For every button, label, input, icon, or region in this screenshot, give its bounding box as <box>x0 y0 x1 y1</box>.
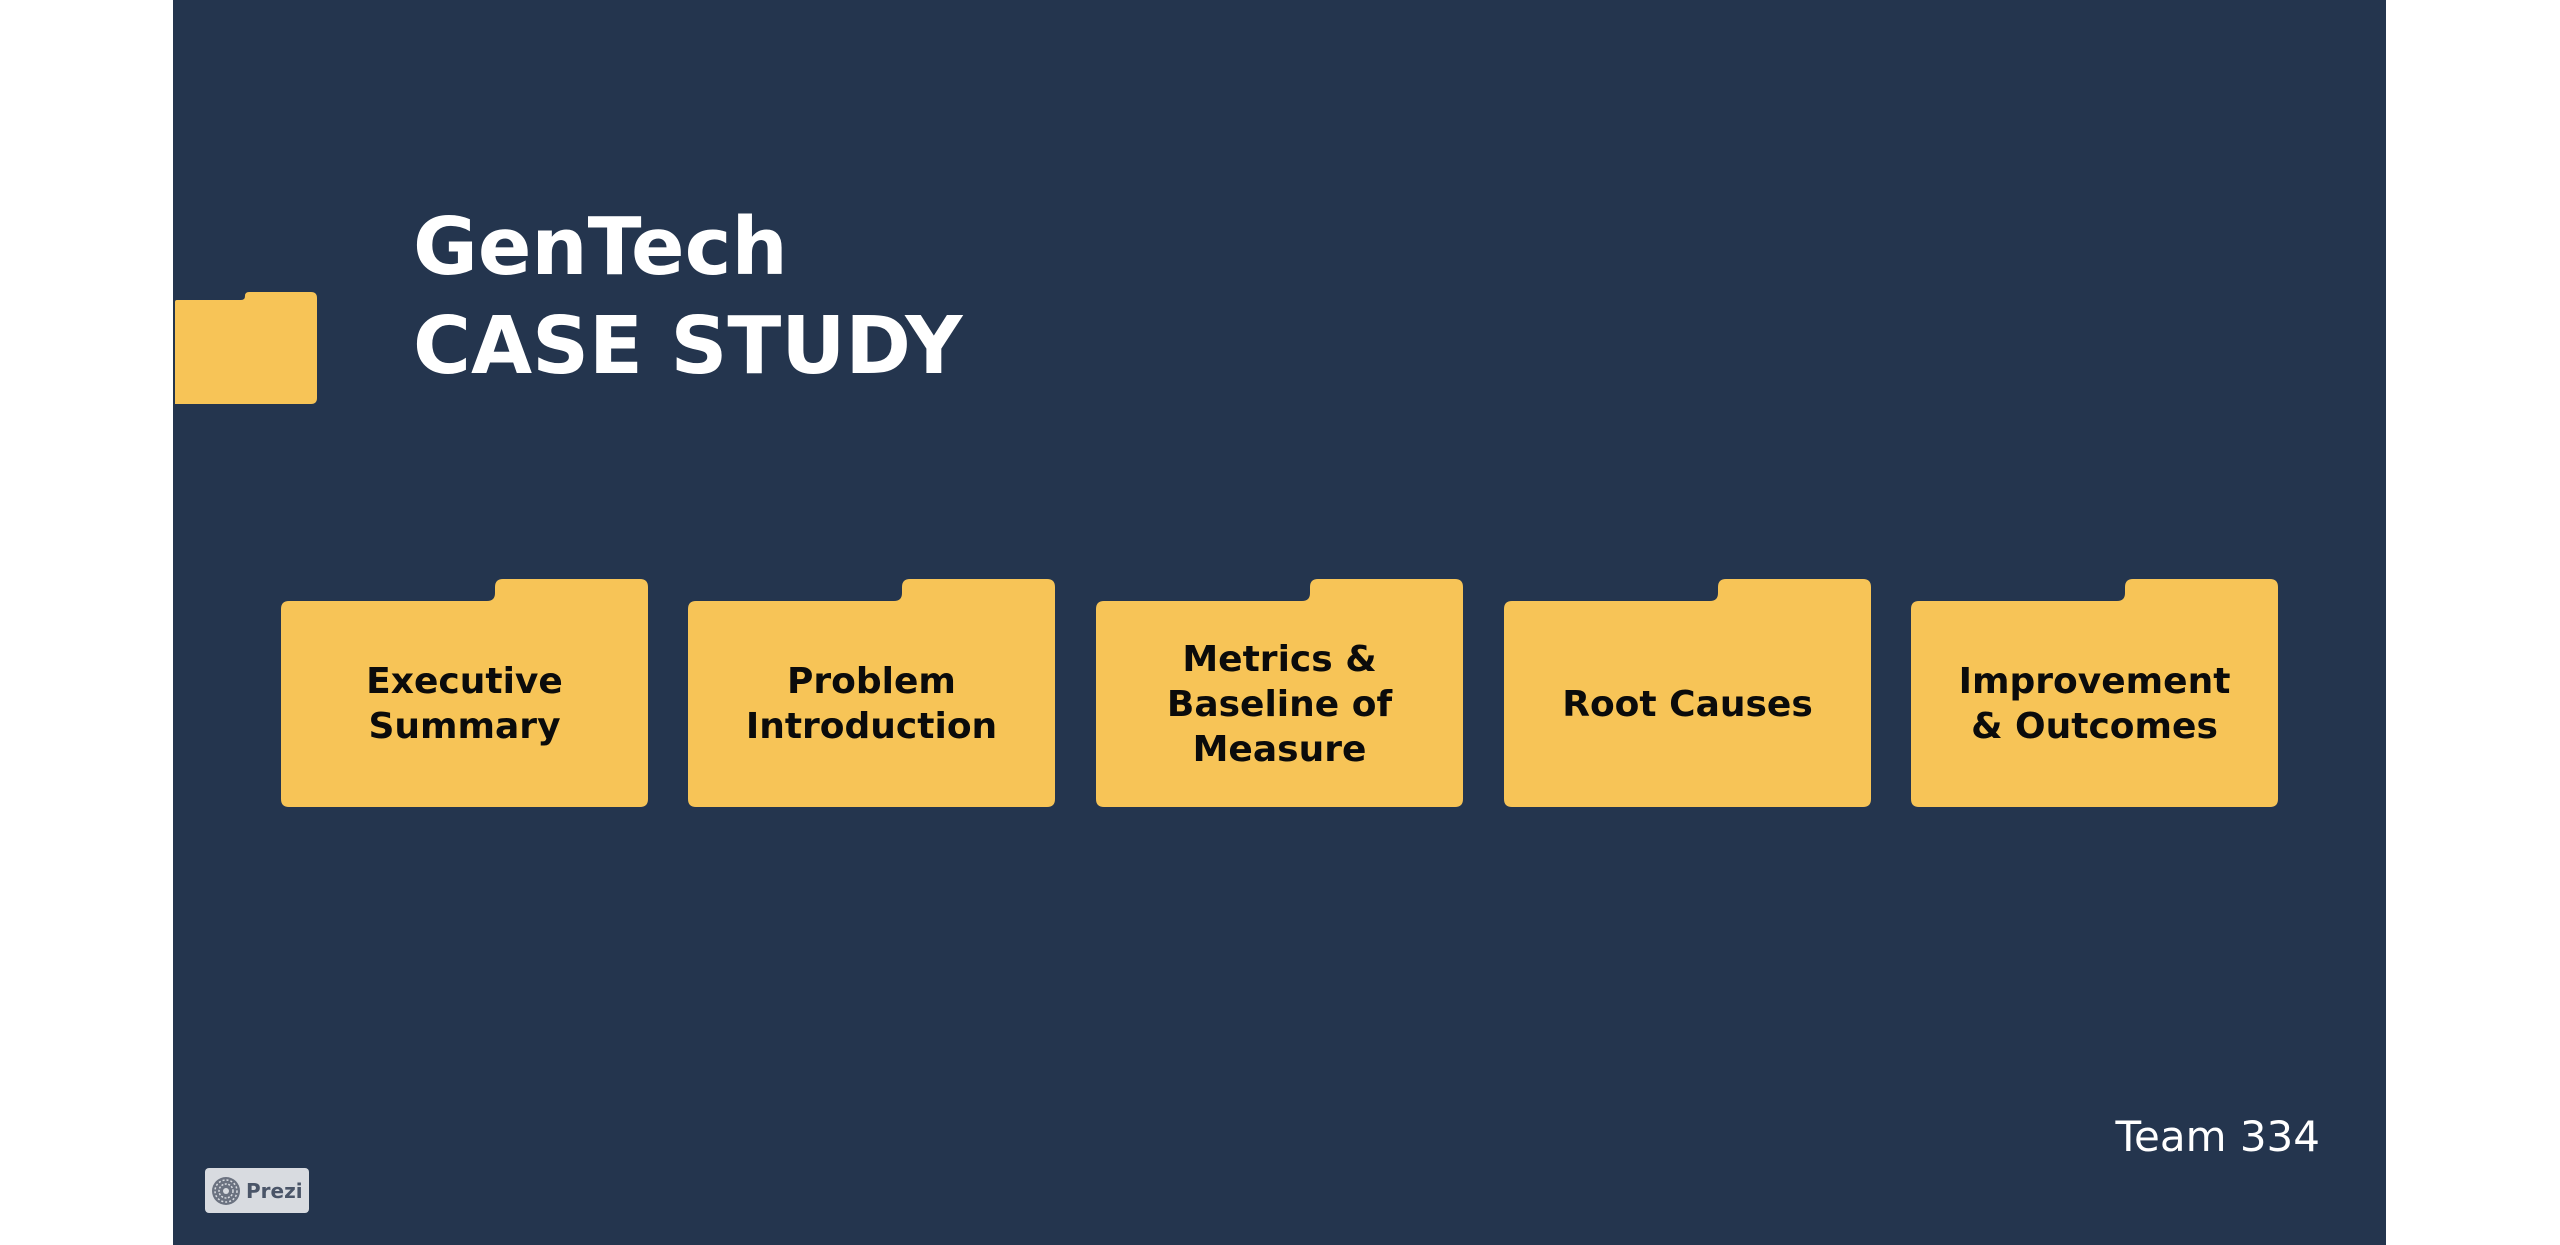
folder-label: Executive Summary <box>366 661 563 747</box>
folder-icon <box>281 579 648 807</box>
team-label: Team 334 <box>2115 1112 2320 1161</box>
folder-improvement-outcomes[interactable]: Improvement & Outcomes <box>1911 579 2278 807</box>
folder-label: Root Causes <box>1562 683 1813 725</box>
folder-executive-summary[interactable]: Executive Summary <box>281 579 648 807</box>
presentation-title: GenTech CASE STUDY <box>413 198 962 396</box>
title-line-2: CASE STUDY <box>413 300 963 392</box>
folder-label: Metrics & Baseline of Measure <box>1166 638 1393 770</box>
title-line-1: GenTech <box>413 201 788 293</box>
prezi-badge-label: Prezi <box>246 1178 303 1203</box>
folder-icon <box>175 292 317 404</box>
folder-icon <box>1504 579 1871 807</box>
folder-icon <box>1096 579 1463 807</box>
folder-icon <box>1911 579 2278 807</box>
presentation-canvas: GenTech CASE STUDY Executive Summary Pro… <box>173 0 2386 1245</box>
folder-label: Improvement & Outcomes <box>1958 661 2231 747</box>
folder-metrics-baseline[interactable]: Metrics & Baseline of Measure <box>1096 579 1463 807</box>
prezi-logo-icon <box>212 1176 240 1205</box>
folder-problem-introduction[interactable]: Problem Introduction <box>688 579 1055 807</box>
folder-icon <box>688 579 1055 807</box>
folder-label: Problem Introduction <box>745 661 998 747</box>
folder-root-causes[interactable]: Root Causes <box>1504 579 1871 807</box>
prezi-badge[interactable]: Prezi <box>205 1168 309 1213</box>
